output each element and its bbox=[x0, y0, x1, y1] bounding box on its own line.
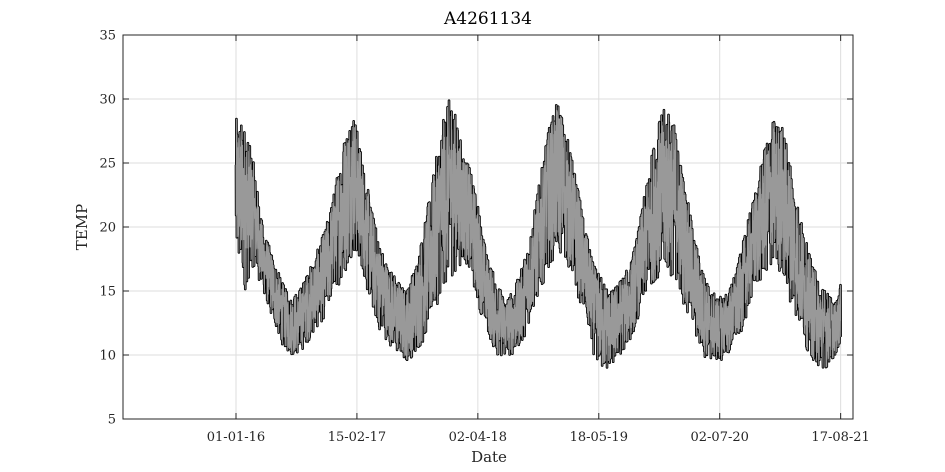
y-tick-label: 20 bbox=[99, 221, 116, 236]
chart-title: A4261134 bbox=[443, 9, 532, 29]
x-tick-label: 18-05-19 bbox=[570, 430, 628, 445]
x-tick-label: 02-07-20 bbox=[691, 430, 749, 445]
x-tick-label: 17-08-21 bbox=[811, 430, 869, 445]
y-axis: 5 10 15 20 25 30 35 bbox=[99, 29, 853, 428]
y-tick-label: 25 bbox=[99, 157, 116, 172]
x-axis: 01-01-16 15-02-17 02-04-18 18-05-19 02-07-20… bbox=[207, 35, 870, 445]
series-line bbox=[235, 100, 842, 368]
x-tick-label: 15-02-17 bbox=[328, 430, 386, 445]
x-tick-label: 01-01-16 bbox=[207, 430, 265, 445]
y-tick-label: 15 bbox=[99, 285, 116, 300]
y-tick-label: 35 bbox=[99, 29, 116, 44]
y-tick-label: 30 bbox=[99, 93, 116, 108]
y-tick-label: 10 bbox=[99, 349, 116, 364]
y-tick-label: 5 bbox=[108, 413, 116, 428]
series-layer bbox=[234, 99, 842, 369]
x-axis-label: Date bbox=[471, 448, 507, 466]
x-tick-label: 02-04-18 bbox=[449, 430, 507, 445]
y-axis-label: TEMP bbox=[73, 204, 91, 250]
